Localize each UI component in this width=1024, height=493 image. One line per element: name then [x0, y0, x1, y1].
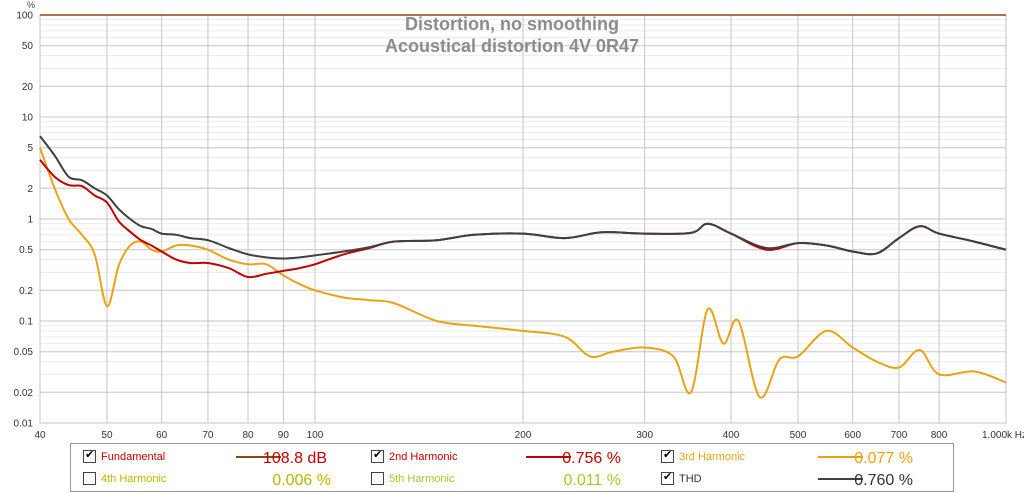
thd-swatch [818, 478, 863, 480]
x-tick-label: 400 [723, 430, 740, 440]
3rd-harmonic-swatch [818, 456, 863, 458]
x-tick-label: 500 [790, 430, 807, 440]
2nd-harmonic-label: 2nd Harmonic [389, 451, 458, 463]
x-tick-labels: 40 50 60 70 80 90 100 200 300 400 500 600 700 800 1.00… [34, 430, 1024, 440]
x-tick-label: 300 [636, 430, 653, 440]
y-tick-label: 0.01 [14, 419, 34, 430]
y-tick-labels: 0.01 0.02 0.05 0.1 0.2 0.5 1 2 5 10 20 50 100 [14, 11, 34, 430]
2nd-harmonic-checkbox[interactable] [371, 448, 384, 463]
thd-checkbox[interactable] [661, 470, 674, 485]
5th-harmonic-value: 0.011 % [563, 472, 621, 489]
4th-harmonic-checkbox[interactable] [83, 472, 96, 485]
x-tick-label: 600 [844, 430, 861, 440]
y-tick-label: 5 [27, 143, 33, 154]
thd-line [39, 135, 1007, 260]
3rd-harmonic-line [39, 147, 1007, 399]
legend-panel: Fundamental 108.8 dB 2nd Harmonic 0.756 … [70, 443, 954, 492]
thd-value: 0.760 % [854, 472, 913, 489]
y-tick-label: 50 [22, 41, 34, 52]
x-tick-label: 70 [202, 430, 214, 440]
3rd-harmonic-value: 0.077 % [854, 450, 913, 467]
x-tick-label: 1.000k Hz [982, 430, 1024, 440]
grid [39, 14, 1007, 424]
y-tick-label: 10 [22, 113, 34, 124]
y-tick-label: 0.1 [19, 317, 33, 328]
fundamental-swatch [236, 456, 281, 458]
y-tick-label: 0.2 [19, 286, 33, 297]
distortion-chart[interactable]: 0.01 0.02 0.05 0.1 0.2 0.5 1 2 5 10 20 50 100 40 50 60… [0, 0, 1024, 440]
y-tick-label: 0.5 [19, 245, 33, 256]
x-tick-label: 100 [307, 430, 324, 440]
5th-harmonic-checkbox[interactable] [371, 472, 384, 485]
4th-harmonic-label: 4th Harmonic [101, 473, 167, 485]
y-tick-label: 1 [27, 215, 33, 226]
y-unit-label: % [27, 0, 35, 10]
y-tick-label: 0.02 [14, 388, 34, 399]
fundamental-checkbox[interactable] [83, 448, 96, 463]
x-tick-label: 800 [931, 430, 948, 440]
x-tick-label: 80 [242, 430, 254, 440]
5th-harmonic-label: 5th Harmonic [389, 473, 455, 485]
fundamental-label: Fundamental [101, 451, 166, 463]
y-tick-label: 20 [22, 82, 34, 93]
2nd-harmonic-swatch [526, 456, 571, 458]
y-tick-label: 2 [27, 184, 33, 195]
x-tick-label: 50 [101, 430, 113, 440]
chart-title: Distortion, no smoothing [405, 14, 619, 34]
x-tick-label: 700 [891, 430, 908, 440]
thd-label: THD [679, 473, 702, 485]
4th-harmonic-value: 0.006 % [272, 472, 331, 489]
3rd-harmonic-label: 3rd Harmonic [679, 451, 746, 463]
y-tick-label: 100 [16, 11, 33, 22]
y-tick-label: 0.05 [14, 347, 34, 358]
series-lines [39, 14, 1007, 399]
x-tick-label: 200 [515, 430, 532, 440]
fundamental-value: 108.8 dB [262, 450, 327, 467]
3rd-harmonic-checkbox[interactable] [661, 448, 674, 463]
2nd-harmonic-value: 0.756 % [562, 450, 621, 467]
chart-subtitle: Acoustical distortion 4V 0R47 [385, 36, 639, 56]
x-tick-label: 60 [156, 430, 168, 440]
x-tick-label: 40 [34, 430, 46, 440]
x-tick-label: 90 [278, 430, 290, 440]
